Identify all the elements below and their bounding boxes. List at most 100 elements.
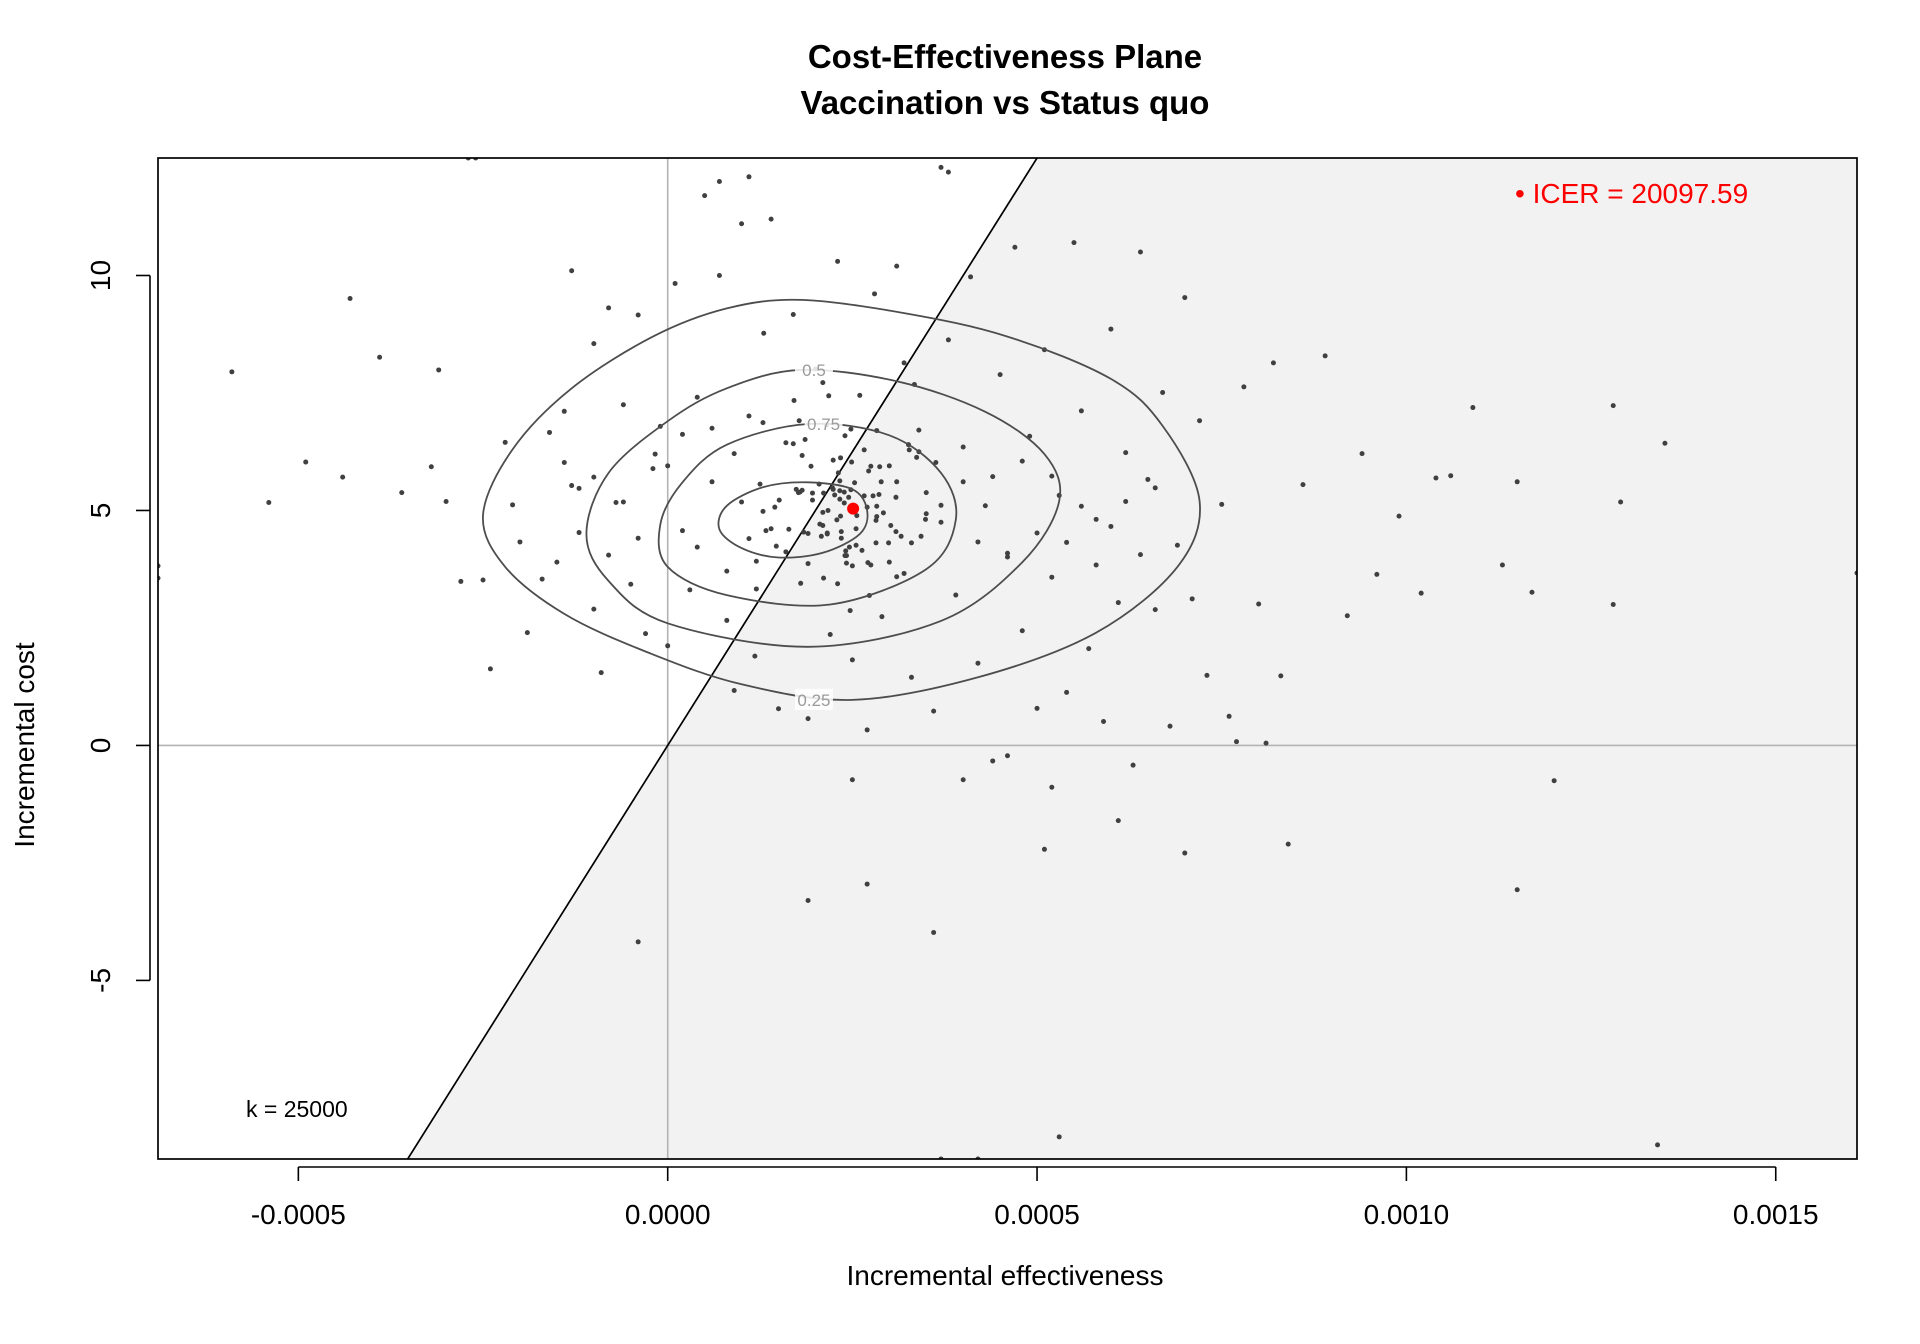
simulation-point	[569, 268, 575, 274]
simulation-point	[805, 530, 811, 536]
simulation-point	[843, 553, 849, 559]
simulation-point	[820, 380, 826, 386]
simulation-point	[997, 372, 1003, 378]
simulation-point	[870, 493, 876, 499]
simulation-point	[1005, 550, 1010, 556]
simulation-point	[716, 178, 722, 184]
simulation-point	[933, 460, 939, 466]
simulation-point	[838, 535, 844, 541]
simulation-point	[576, 530, 582, 536]
simulation-point	[746, 413, 752, 419]
simulation-point	[945, 169, 951, 175]
simulation-point	[841, 489, 847, 495]
simulation-point	[861, 447, 867, 453]
simulation-point	[945, 337, 951, 343]
simulation-point	[914, 454, 920, 460]
simulation-point	[790, 441, 796, 447]
simulation-point	[1278, 673, 1284, 679]
simulation-point	[1182, 850, 1188, 856]
simulation-point	[1344, 613, 1350, 619]
simulation-point	[635, 535, 641, 541]
simulation-point	[1093, 516, 1099, 522]
simulation-point	[876, 491, 882, 497]
simulation-point	[1056, 1134, 1062, 1140]
simulation-point	[874, 503, 880, 509]
simulation-point	[826, 393, 832, 399]
contour-label: 0.75	[807, 415, 840, 434]
simulation-point	[1064, 689, 1070, 695]
simulation-point	[1115, 818, 1121, 824]
simulation-point	[1241, 384, 1247, 390]
simulation-point	[1078, 408, 1084, 414]
simulation-point	[849, 459, 855, 465]
simulation-point	[757, 481, 763, 487]
simulation-point	[843, 548, 849, 554]
simulation-point	[1189, 596, 1195, 602]
simulation-point	[1012, 244, 1018, 250]
simulation-point	[838, 529, 844, 535]
simulation-point	[1256, 601, 1262, 607]
simulation-point	[786, 526, 792, 532]
simulation-point	[502, 439, 508, 445]
simulation-point	[790, 311, 796, 317]
simulation-point	[1137, 249, 1143, 255]
simulation-point	[802, 437, 808, 443]
simulation-point	[821, 490, 827, 496]
simulation-point	[838, 513, 844, 519]
simulation-point	[773, 543, 779, 549]
simulation-point	[838, 455, 844, 461]
simulation-point	[1152, 485, 1158, 491]
simulation-point	[665, 643, 671, 649]
simulation-point	[1130, 762, 1136, 768]
simulation-point	[1448, 473, 1454, 479]
x-tick-label: 0.0010	[1364, 1199, 1450, 1230]
simulation-point	[842, 433, 848, 439]
simulation-point	[591, 474, 597, 480]
simulation-point	[1174, 542, 1180, 548]
simulation-point	[931, 708, 937, 714]
simulation-point	[1662, 440, 1668, 446]
simulation-point	[846, 544, 852, 550]
simulation-point	[953, 592, 959, 598]
simulation-point	[975, 539, 981, 545]
simulation-point	[1167, 723, 1173, 729]
simulation-point	[652, 451, 658, 457]
simulation-point	[576, 485, 582, 491]
simulation-point	[848, 426, 854, 432]
simulation-point	[901, 570, 907, 576]
y-tick-label: -5	[85, 968, 116, 993]
simulation-point	[866, 468, 872, 474]
simulation-point	[990, 758, 996, 764]
simulation-point	[709, 425, 715, 431]
simulation-point	[761, 330, 767, 336]
simulation-point	[1514, 887, 1520, 893]
simulation-point	[561, 460, 567, 466]
simulation-point	[1359, 451, 1365, 457]
simulation-point	[1233, 739, 1239, 745]
simulation-point	[873, 540, 879, 546]
x-axis-label: Incremental effectiveness	[847, 1260, 1164, 1291]
simulation-point	[820, 509, 826, 515]
simulation-point	[846, 494, 852, 500]
simulation-point	[591, 606, 597, 612]
wtp-label: k = 25000	[246, 1096, 348, 1122]
x-tick-label: 0.0005	[994, 1199, 1080, 1230]
simulation-point	[908, 674, 914, 680]
simulation-point	[837, 496, 843, 502]
simulation-point	[554, 559, 560, 565]
simulation-point	[480, 577, 486, 583]
simulation-point	[1529, 589, 1535, 595]
simulation-point	[982, 503, 988, 509]
contour-line	[657, 422, 958, 607]
simulation-point	[746, 174, 752, 180]
simulation-point	[628, 581, 634, 587]
simulation-point	[702, 193, 708, 199]
simulation-point	[1005, 753, 1010, 759]
simulation-point	[799, 452, 805, 458]
simulation-point	[872, 291, 878, 297]
simulation-point	[760, 508, 766, 514]
simulation-point	[606, 552, 612, 558]
simulation-point	[893, 494, 899, 500]
simulation-point	[1610, 601, 1616, 607]
x-tick-label: -0.0005	[251, 1199, 346, 1230]
